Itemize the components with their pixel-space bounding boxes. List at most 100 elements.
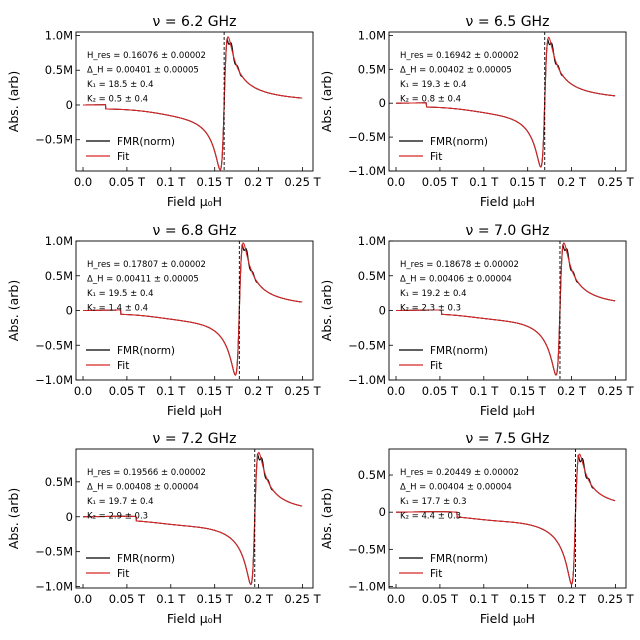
chart-title: ν = 7.2 GHz xyxy=(153,431,237,447)
y-tick-label: 0 xyxy=(66,304,73,318)
y-tick-label: 0 xyxy=(379,304,386,318)
x-tick-label: 0.1 T xyxy=(156,384,186,398)
x-tick-label: 0.2 T xyxy=(244,592,274,606)
y-tick-label: 0.5M xyxy=(45,475,73,489)
chart-panel-6: ν = 7.5 GHz 0.0 0.05 T 0.1 T 0.15 T 0.2 T 0.25… xyxy=(319,431,635,626)
x-axis-label: Field μ₀H xyxy=(167,611,222,626)
fit-parameter-annotation: Δ_H = 0.00402 ± 0.00005 xyxy=(400,66,512,76)
y-axis-label: Abs. (arb) xyxy=(319,71,334,132)
fit-parameter-annotation: K₁ = 17.7 ± 0.3 xyxy=(400,497,466,507)
x-tick-label: 0.0 xyxy=(74,384,92,398)
y-tick-label: −0.5M xyxy=(348,542,386,556)
y-tick-label: −1.0M xyxy=(348,373,386,387)
y-tick-label: 0 xyxy=(66,98,73,112)
fit-parameter-annotation: K₁ = 19.3 ± 0.4 xyxy=(400,80,466,90)
fit-parameter-annotation: Δ_H = 0.00401 ± 0.00005 xyxy=(87,66,199,76)
x-tick-label: 0.2 T xyxy=(557,592,587,606)
y-tick-label: −0.5M xyxy=(35,133,73,147)
chart-title: ν = 7.0 GHz xyxy=(466,223,550,239)
y-tick-label: 1.0M xyxy=(358,234,386,248)
x-axis-label: Field μ₀H xyxy=(480,194,535,209)
series-line-fit xyxy=(396,36,616,168)
legend-label: FMR(norm) xyxy=(430,345,488,357)
fit-parameter-annotation: K₂ = 0.8 ± 0.4 xyxy=(400,95,461,105)
x-tick-label: 0.1 T xyxy=(156,592,186,606)
legend-label: FMR(norm) xyxy=(430,553,488,565)
x-tick-label: 0.15 T xyxy=(510,175,547,189)
fit-parameter-annotation: K₁ = 19.5 ± 0.4 xyxy=(87,289,153,299)
series-line-fit xyxy=(83,242,303,376)
fit-parameter-annotation: K₂ = 4.4 ± 0.3 xyxy=(400,512,461,522)
x-tick-label: 0.05 T xyxy=(422,592,459,606)
x-axis-label: Field μ₀H xyxy=(167,403,222,418)
x-tick-label: 0.15 T xyxy=(197,384,234,398)
x-tick-label: 0.0 xyxy=(74,175,92,189)
x-tick-label: 0.05 T xyxy=(422,175,459,189)
y-tick-label: 0.5M xyxy=(358,269,386,283)
x-tick-label: 0.2 T xyxy=(557,175,587,189)
x-tick-label: 0.2 T xyxy=(557,384,587,398)
legend-label: Fit xyxy=(430,568,442,580)
y-tick-label: 0.5M xyxy=(358,468,386,482)
plot-frame xyxy=(388,31,627,172)
chart-title: ν = 7.5 GHz xyxy=(466,431,550,447)
chart-panel-3: ν = 6.8 GHz 0.0 0.05 T 0.1 T 0.15 T 0.2 T 0.25… xyxy=(6,223,322,418)
x-tick-label: 0.15 T xyxy=(510,592,547,606)
fit-parameter-annotation: K₂ = 1.4 ± 0.4 xyxy=(87,304,148,314)
y-tick-label: 0.5M xyxy=(45,63,73,77)
x-tick-label: 0.05 T xyxy=(422,384,459,398)
fit-parameter-annotation: H_res = 0.18678 ± 0.00002 xyxy=(400,260,519,270)
chart-title: ν = 6.8 GHz xyxy=(153,223,237,239)
fit-parameter-annotation: K₁ = 19.2 ± 0.4 xyxy=(400,289,466,299)
x-tick-label: 0.15 T xyxy=(510,384,547,398)
legend-label: FMR(norm) xyxy=(117,345,175,357)
y-tick-label: −1.0M xyxy=(348,580,386,594)
fit-parameter-annotation: K₂ = 0.5 ± 0.4 xyxy=(87,95,148,105)
y-tick-label: 0 xyxy=(379,96,386,110)
y-axis-label: Abs. (arb) xyxy=(319,488,334,549)
legend-label: Fit xyxy=(430,151,442,163)
legend-label: Fit xyxy=(117,568,129,580)
fit-parameter-annotation: K₂ = 2.3 ± 0.3 xyxy=(400,304,461,314)
y-axis-label: Abs. (arb) xyxy=(6,280,21,341)
legend-label: Fit xyxy=(117,360,129,372)
x-tick-label: 0.1 T xyxy=(469,592,499,606)
y-tick-label: −1.0M xyxy=(348,164,386,178)
fit-parameter-annotation: H_res = 0.17807 ± 0.00002 xyxy=(87,260,206,270)
x-tick-label: 0.2 T xyxy=(244,175,274,189)
fit-parameter-annotation: H_res = 0.19566 ± 0.00002 xyxy=(87,468,206,478)
fit-parameter-annotation: H_res = 0.16942 ± 0.00002 xyxy=(400,51,519,61)
series-line-fit xyxy=(396,242,616,376)
x-tick-label: 0.25 T xyxy=(597,592,634,606)
fit-parameter-annotation: H_res = 0.20449 ± 0.00002 xyxy=(400,468,519,478)
y-tick-label: 0.5M xyxy=(45,269,73,283)
x-tick-label: 0.25 T xyxy=(597,384,634,398)
fit-parameter-annotation: H_res = 0.16076 ± 0.00002 xyxy=(87,51,206,61)
series-line-fit xyxy=(396,453,616,585)
legend-label: Fit xyxy=(430,360,442,372)
x-tick-label: 0.05 T xyxy=(109,384,146,398)
series-line-fit xyxy=(83,36,303,171)
x-axis-label: Field μ₀H xyxy=(480,403,535,418)
y-tick-label: 0.5M xyxy=(358,62,386,76)
fit-parameter-annotation: K₁ = 19.7 ± 0.4 xyxy=(87,497,153,507)
y-tick-label: −0.5M xyxy=(35,338,73,352)
fit-parameter-annotation: Δ_H = 0.00404 ± 0.00004 xyxy=(400,483,512,493)
chart-title: ν = 6.5 GHz xyxy=(466,14,550,30)
plot-frame xyxy=(75,31,314,172)
x-tick-label: 0.05 T xyxy=(109,175,146,189)
legend-label: FMR(norm) xyxy=(117,553,175,565)
y-tick-label: −1.0M xyxy=(35,580,73,594)
chart-title: ν = 6.2 GHz xyxy=(153,14,237,30)
chart-panel-5: ν = 7.2 GHz 0.0 0.05 T 0.1 T 0.15 T 0.2 T 0.25… xyxy=(6,431,322,626)
chart-panel-2: ν = 6.5 GHz 0.0 0.05 T 0.1 T 0.15 T 0.2 T 0.25… xyxy=(319,14,635,209)
y-tick-label: 1.0M xyxy=(358,28,386,42)
y-tick-label: −0.5M xyxy=(348,338,386,352)
x-tick-label: 0.15 T xyxy=(197,175,234,189)
y-tick-label: −0.5M xyxy=(348,130,386,144)
fit-parameter-annotation: K₁ = 18.5 ± 0.4 xyxy=(87,80,153,90)
x-tick-label: 0.25 T xyxy=(284,592,321,606)
y-axis-label: Abs. (arb) xyxy=(6,71,21,132)
chart-panel-4: ν = 7.0 GHz 0.0 0.05 T 0.1 T 0.15 T 0.2 T 0.25… xyxy=(319,223,635,418)
